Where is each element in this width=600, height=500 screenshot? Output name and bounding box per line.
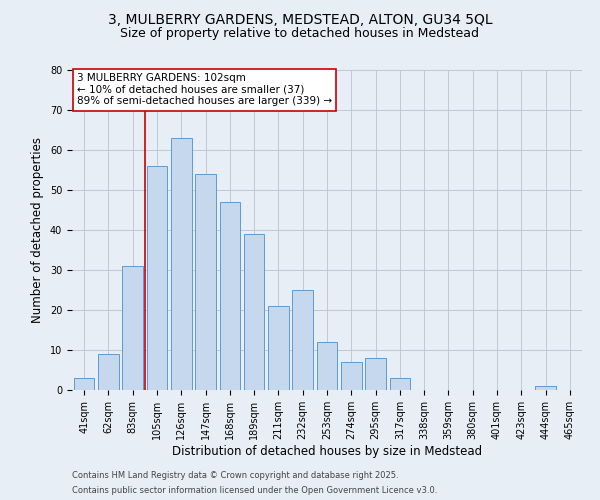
Bar	[292, 290, 313, 390]
Text: Size of property relative to detached houses in Medstead: Size of property relative to detached ho…	[121, 28, 479, 40]
Text: Contains public sector information licensed under the Open Government Licence v3: Contains public sector information licen…	[72, 486, 437, 495]
Bar	[74, 378, 94, 390]
Bar	[535, 386, 556, 390]
Bar	[98, 354, 119, 390]
Text: 3 MULBERRY GARDENS: 102sqm
← 10% of detached houses are smaller (37)
89% of semi: 3 MULBERRY GARDENS: 102sqm ← 10% of deta…	[77, 73, 332, 106]
Text: 3, MULBERRY GARDENS, MEDSTEAD, ALTON, GU34 5QL: 3, MULBERRY GARDENS, MEDSTEAD, ALTON, GU…	[107, 12, 493, 26]
Bar	[389, 378, 410, 390]
Text: Contains HM Land Registry data © Crown copyright and database right 2025.: Contains HM Land Registry data © Crown c…	[72, 471, 398, 480]
Bar	[171, 138, 191, 390]
Bar	[146, 166, 167, 390]
Bar	[122, 266, 143, 390]
X-axis label: Distribution of detached houses by size in Medstead: Distribution of detached houses by size …	[172, 444, 482, 458]
Bar	[268, 306, 289, 390]
Bar	[365, 358, 386, 390]
Bar	[244, 234, 265, 390]
Bar	[317, 342, 337, 390]
Bar	[341, 362, 362, 390]
Bar	[195, 174, 216, 390]
Y-axis label: Number of detached properties: Number of detached properties	[31, 137, 44, 323]
Bar	[220, 202, 240, 390]
